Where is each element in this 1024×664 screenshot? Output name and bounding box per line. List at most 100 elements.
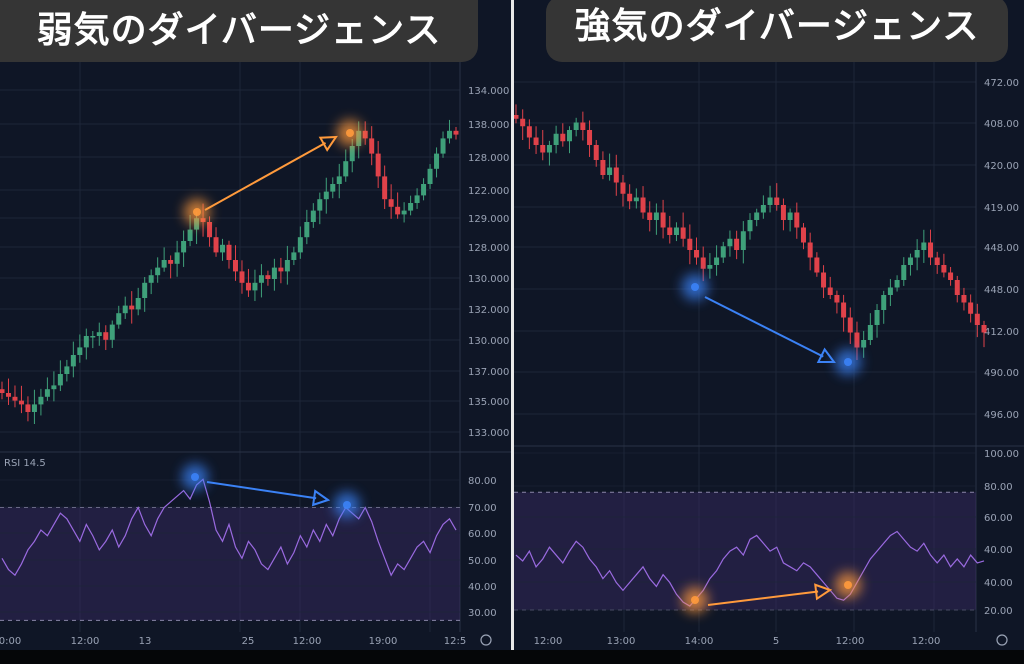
- candle-bearish: [540, 145, 546, 153]
- candle-bearish: [533, 137, 539, 145]
- panel-divider: [511, 0, 514, 664]
- rsi-tick-label: 80.00: [468, 476, 497, 487]
- price-tick-label: 130.000: [468, 274, 509, 285]
- candle-bearish: [388, 199, 394, 207]
- arrow-head-icon: [311, 489, 331, 507]
- candle-bullish: [161, 260, 167, 268]
- candle-bullish: [894, 280, 900, 288]
- candle-bearish: [375, 153, 381, 177]
- candle-bearish: [807, 242, 813, 258]
- candle-bearish: [834, 295, 840, 303]
- candle-bullish: [181, 241, 187, 253]
- price-tick-label: 490.00: [984, 368, 1019, 379]
- settings-icon[interactable]: [480, 634, 492, 646]
- candle-bearish: [814, 257, 820, 273]
- price-tick-label: 132.000: [468, 305, 509, 316]
- price-tick-label: 138.000: [468, 120, 509, 131]
- price-tick-label: 472.00: [984, 78, 1019, 89]
- settings-icon[interactable]: [996, 634, 1008, 646]
- candle-bullish: [633, 197, 639, 202]
- candle-bullish: [427, 168, 433, 184]
- candle-bearish: [560, 133, 566, 142]
- rsi-tick-label: 50.00: [468, 556, 497, 567]
- chart-canvas[interactable]: 134.000 138.000 128.000 122.000 129.000 128.0…: [0, 0, 511, 650]
- chart-canvas[interactable]: 472.00 408.00 420.00 419.00 448.00 448.00 412.…: [514, 0, 1024, 650]
- candle-bullish: [787, 212, 793, 220]
- rsi-tick-label: 100.00: [984, 449, 1019, 460]
- candle-bearish: [627, 193, 633, 202]
- candle-bullish: [727, 238, 733, 247]
- time-axis-label: 13: [139, 636, 152, 647]
- time-axis-label: 12:00: [71, 636, 100, 647]
- rsi-tick-label: 60.00: [468, 529, 497, 540]
- price-tick-label: 133.000: [468, 428, 509, 439]
- candle-bullish: [155, 267, 161, 276]
- candle-bearish: [207, 222, 213, 238]
- divergence-point: [346, 129, 354, 137]
- candle-bullish: [874, 310, 880, 325]
- candle-bullish: [336, 176, 342, 184]
- candle-bearish: [232, 260, 238, 272]
- rsi-tick-label: 30.00: [468, 608, 497, 619]
- price-tick-label: 496.00: [984, 410, 1019, 421]
- candle-bullish: [323, 191, 329, 200]
- candle-bearish: [0, 389, 5, 393]
- candle-bearish: [660, 212, 666, 228]
- candle-bullish: [607, 167, 613, 175]
- candle-bearish: [774, 197, 780, 205]
- candle-bullish: [546, 145, 552, 153]
- chart-title: 強気のダイバージェンス: [546, 0, 1008, 62]
- price-tick-label: 412.00: [984, 327, 1019, 338]
- candle-bullish: [310, 210, 316, 222]
- candle-bullish: [90, 336, 96, 338]
- candle-bearish: [667, 227, 673, 235]
- candle-bearish: [694, 250, 700, 258]
- candle-bullish: [447, 130, 453, 139]
- candle-bullish: [401, 210, 407, 215]
- bullish-divergence-chart: 強気のダイバージェンス 472.00 408.00 420.00 419.00 448.…: [514, 0, 1024, 650]
- candle-bearish: [382, 176, 388, 200]
- candle-bearish: [245, 282, 251, 291]
- candle-bullish: [284, 260, 290, 272]
- candle-bearish: [514, 115, 519, 119]
- candle-bearish: [129, 305, 135, 310]
- candle-bullish: [434, 153, 440, 169]
- time-axis-label: 5: [773, 636, 779, 647]
- candle-bullish: [83, 336, 89, 348]
- rsi-line: [515, 530, 985, 607]
- candle-bullish: [740, 231, 746, 250]
- candle-bearish: [369, 138, 375, 154]
- candle-bullish: [573, 122, 579, 130]
- candle-bullish: [51, 385, 57, 390]
- candle-bullish: [881, 295, 887, 310]
- divergence-arrow-line: [206, 481, 317, 500]
- candle-bullish: [673, 227, 679, 235]
- candle-bullish: [566, 130, 572, 142]
- divergence-point: [844, 358, 852, 366]
- candle-bullish: [304, 222, 310, 238]
- candle-bearish: [5, 393, 11, 397]
- candle-bullish: [44, 389, 50, 397]
- rsi-tick-label: 20.00: [984, 606, 1013, 617]
- candle-bullish: [747, 220, 753, 232]
- price-tick-label: 137.000: [468, 367, 509, 378]
- candle-bullish: [707, 265, 713, 269]
- candle-bullish: [440, 138, 446, 154]
- candle-bearish: [239, 271, 245, 283]
- rsi-tick-label: 80.00: [984, 482, 1013, 493]
- rsi-tick-label: 40.00: [984, 578, 1013, 589]
- candle-bullish: [714, 257, 720, 265]
- candle-bullish: [57, 374, 63, 386]
- candle-bullish: [258, 275, 264, 283]
- price-tick-label: 448.00: [984, 285, 1019, 296]
- rsi-tick-label: 70.00: [468, 503, 497, 514]
- candle-bullish: [64, 366, 70, 374]
- candle-bullish: [96, 332, 102, 336]
- time-axis-label: 0:00: [0, 636, 21, 647]
- candle-bullish: [861, 340, 867, 348]
- candle-bearish: [278, 267, 284, 272]
- candle-bullish: [135, 298, 141, 310]
- candle-bullish: [553, 133, 559, 145]
- arrow-head-icon: [814, 583, 833, 601]
- divergence-point: [691, 596, 699, 604]
